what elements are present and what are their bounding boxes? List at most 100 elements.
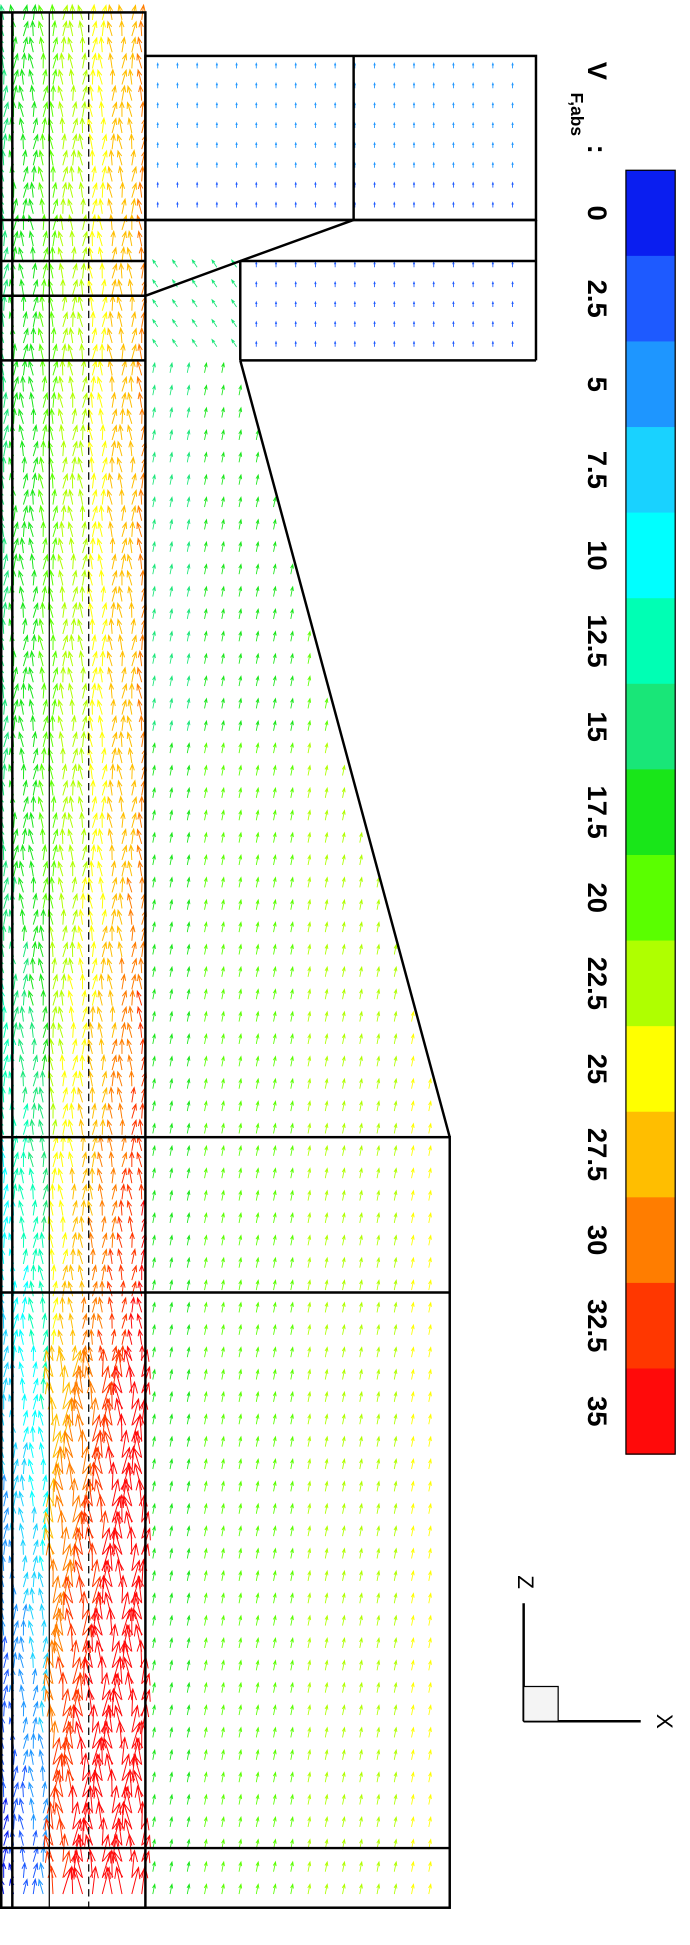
vector-arrow (42, 230, 48, 247)
vector-arrow (2, 1490, 9, 1507)
vector-arrow (20, 1538, 26, 1555)
vector-arrow (91, 1737, 102, 1765)
vector-arrow (221, 1525, 225, 1537)
vector-arrow (22, 1878, 29, 1895)
vector-arrow (67, 1296, 74, 1313)
vector-arrow (324, 1480, 329, 1492)
vector-arrow (238, 1144, 243, 1156)
vector-arrow (290, 1771, 294, 1783)
vector-arrow (203, 831, 208, 843)
vector-arrow (18, 1506, 24, 1523)
vector-arrow (221, 1100, 225, 1112)
vector-arrow (70, 552, 76, 570)
vector-arrow (290, 585, 294, 597)
vector-arrow (49, 876, 55, 893)
vector-arrow (169, 652, 174, 664)
vector-arrow (82, 68, 88, 85)
vector-arrow (186, 1569, 191, 1581)
vector-arrow (238, 1525, 243, 1537)
vector-arrow (428, 1748, 432, 1760)
vector-arrow (62, 924, 68, 941)
vector-arrow (203, 406, 208, 418)
vector-arrow (290, 876, 294, 888)
vector-arrow (376, 1033, 381, 1045)
vector-arrow (131, 327, 138, 344)
vector-arrow (294, 280, 297, 288)
vector-arrow (324, 898, 329, 910)
vector-arrow (221, 1279, 225, 1291)
vector-arrow (376, 1726, 381, 1738)
vector-arrow (412, 62, 416, 69)
vector-arrow (62, 472, 69, 489)
vector-arrow (52, 973, 58, 990)
vector-arrow (91, 20, 98, 37)
vector-arrow (18, 424, 24, 441)
vector-arrow (58, 1199, 64, 1216)
vector-arrow (1, 536, 7, 554)
vector-arrow (471, 320, 475, 327)
vector-arrow (359, 1547, 363, 1559)
vector-arrow (410, 1368, 415, 1380)
vector-arrow (102, 1575, 113, 1604)
vector-arrow (32, 1232, 39, 1248)
legend-title-subscript: F,abs (567, 93, 587, 136)
vector-arrow (324, 719, 329, 731)
vector-arrow (272, 1211, 277, 1224)
colorbar-label: 25 (582, 1054, 613, 1084)
vector-arrow (107, 827, 113, 844)
vector-arrow (359, 1234, 363, 1246)
vector-arrow (471, 121, 475, 129)
vector-arrow (255, 675, 260, 687)
vector-arrow (97, 698, 103, 715)
vector-arrow (255, 764, 260, 776)
vector-arrow (79, 811, 85, 828)
vector-arrow (130, 456, 136, 473)
vector-arrow (272, 518, 277, 530)
vector-arrow (341, 1860, 346, 1872)
vector-arrow (376, 1502, 381, 1514)
vector-arrow (491, 121, 495, 129)
vector-arrow (79, 35, 86, 53)
vector-arrow (12, 36, 18, 53)
vector-arrow (18, 1328, 25, 1345)
vector-arrow (428, 1189, 432, 1201)
vector-arrow (117, 116, 123, 134)
vector-arrow (255, 1547, 260, 1559)
vector-arrow (42, 1167, 48, 1184)
vector-arrow (37, 327, 44, 344)
vector-arrow (410, 1681, 415, 1693)
vector-arrow (116, 602, 123, 618)
vector-arrow (255, 988, 260, 1000)
vector-arrow (67, 36, 74, 53)
vector-arrow (255, 82, 258, 89)
vector-arrow (121, 698, 127, 715)
vector-arrow (393, 965, 398, 977)
vector-arrow (376, 1301, 381, 1313)
vector-arrow (72, 1199, 78, 1216)
vector-arrow (71, 294, 78, 311)
vector-arrow (101, 456, 108, 473)
vector-arrow (471, 300, 475, 307)
vector-arrow (111, 1345, 118, 1362)
vector-arrow (40, 1296, 46, 1313)
vector-arrow (40, 1457, 46, 1474)
vector-arrow (52, 844, 58, 861)
vector-arrow (110, 391, 117, 408)
vector-arrow (111, 1021, 117, 1038)
vector-arrow (410, 1122, 415, 1134)
vector-arrow (138, 956, 144, 974)
vector-arrow (18, 1813, 24, 1830)
vector-arrow (203, 1301, 208, 1313)
vector-arrow (132, 1446, 143, 1475)
vector-arrow (428, 1323, 432, 1335)
vector-arrow (59, 520, 65, 537)
vector-arrow (186, 1010, 191, 1022)
vector-arrow (491, 101, 495, 109)
vector-arrow (86, 1784, 96, 1814)
vector-arrow (290, 1323, 294, 1335)
vector-arrow (324, 1748, 329, 1760)
vector-arrow (428, 1659, 432, 1671)
vector-arrow (176, 141, 179, 148)
vector-arrow (428, 1301, 432, 1313)
vector-arrow (238, 1301, 243, 1313)
